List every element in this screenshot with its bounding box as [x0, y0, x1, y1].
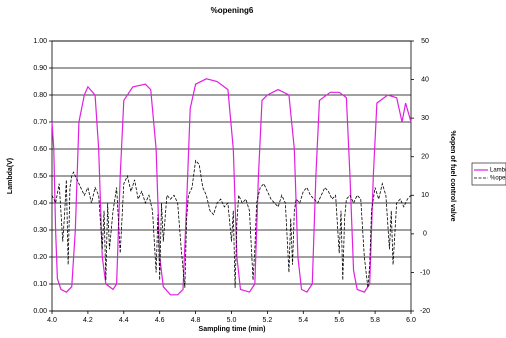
y-tick-label: 0.10: [33, 281, 47, 288]
y2-tick-label: 30: [421, 115, 429, 122]
x-tick-label: 4.6: [155, 317, 165, 324]
y2-tick-label: -20: [420, 308, 430, 315]
y2-tick-label: -10: [420, 269, 430, 276]
y2-tick-label: 0: [423, 231, 427, 238]
x-axis-label: Sampling time (min): [199, 326, 266, 333]
series-line: [51, 78, 412, 296]
y2-axis-label: %open of fuel control valve: [449, 130, 456, 221]
y-tick-label: 0.00: [33, 308, 47, 315]
legend-box: [471, 162, 506, 186]
x-tick-label: 4.0: [47, 317, 57, 324]
y-tick-label: 0.70: [33, 119, 47, 126]
x-tick-label: 6.0: [406, 317, 416, 324]
y-tick-label: 0.20: [33, 254, 47, 261]
y-tick-label: 0.40: [33, 200, 47, 207]
x-tick-label: 5.0: [227, 317, 237, 324]
y2-tick-label: 10: [421, 192, 429, 199]
x-tick-label: 5.2: [263, 317, 273, 324]
x-tick-label: 4.2: [83, 317, 93, 324]
legend-label: %open: [490, 176, 506, 182]
y-tick-label: 0.80: [33, 92, 47, 99]
y-tick-label: 0.90: [33, 65, 47, 72]
x-tick-label: 5.6: [334, 317, 344, 324]
x-tick-label: 4.4: [119, 317, 129, 324]
y-axis-label: Lambda(V): [7, 158, 14, 194]
y-tick-label: 0.50: [33, 173, 47, 180]
legend-label: Lambda: [490, 168, 506, 174]
y-tick-label: 0.30: [33, 227, 47, 234]
x-tick-label: 5.8: [370, 317, 380, 324]
y2-tick-label: 20: [421, 154, 429, 161]
y2-tick-label: 40: [421, 76, 429, 83]
chart-title: %opening6: [211, 6, 254, 15]
series-line: [51, 159, 412, 288]
y-tick-label: 1.00: [33, 38, 47, 45]
y-tick-label: 0.60: [33, 146, 47, 153]
x-tick-label: 4.8: [191, 317, 201, 324]
y2-tick-label: 50: [421, 38, 429, 45]
x-tick-label: 5.4: [298, 317, 308, 324]
